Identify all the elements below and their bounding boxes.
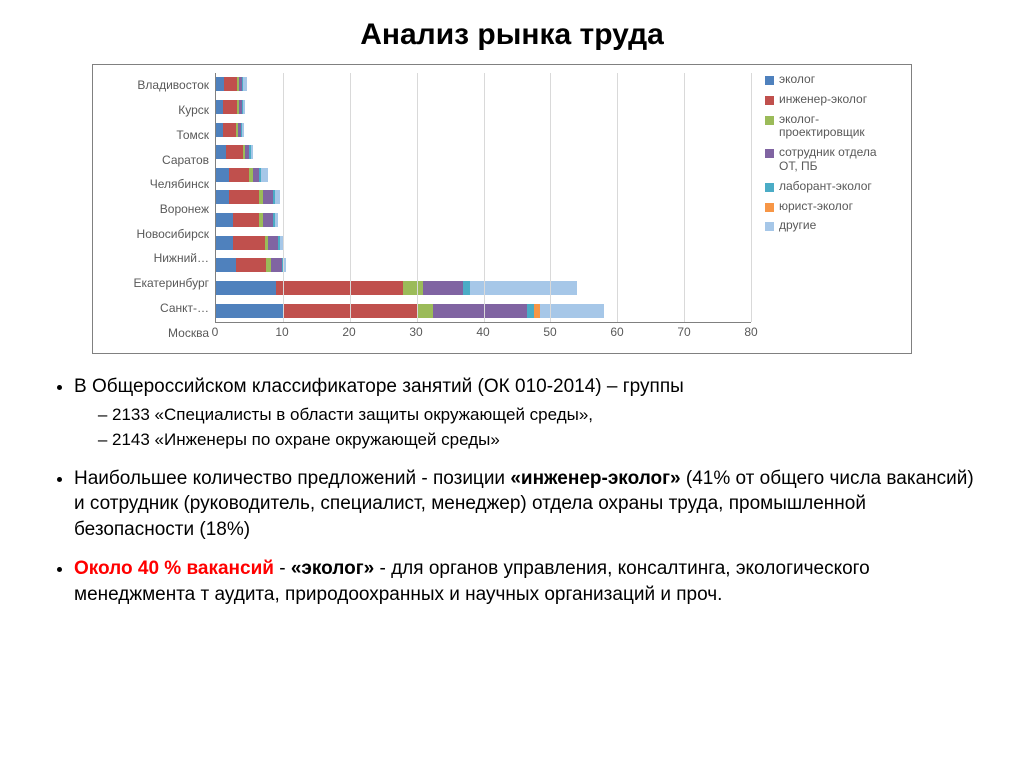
bullet-1: В Общероссийском классификаторе занятий …: [74, 374, 974, 452]
bar-segment: [229, 168, 249, 182]
x-tick-label: 60: [610, 325, 623, 339]
y-axis-labels: Владивосток Курск Томск Саратов Челябинск Вор…: [103, 73, 215, 345]
legend-item: другие: [765, 219, 901, 233]
y-tick-label: Нижний…: [103, 251, 209, 265]
bar-segment: [261, 168, 268, 182]
bar-segment: [233, 236, 265, 250]
legend-label: лаборант-эколог: [779, 180, 872, 194]
x-tick-label: 20: [342, 325, 355, 339]
bar-segment: [233, 213, 260, 227]
x-tick-label: 80: [744, 325, 757, 339]
plot-area: [215, 73, 751, 323]
legend-swatch: [765, 116, 774, 125]
y-tick-label: Санкт-…: [103, 301, 209, 315]
bar-segment: [216, 100, 223, 114]
legend-label: эколог: [779, 73, 815, 87]
bar-segment: [263, 213, 273, 227]
legend-label: юрист-эколог: [779, 200, 853, 214]
legend-item: эколог- проектировщик: [765, 113, 901, 141]
bar-segment: [527, 304, 534, 318]
legend-swatch: [765, 149, 774, 158]
bar-segment: [275, 190, 280, 204]
legend-swatch: [765, 183, 774, 192]
bar-segment: [243, 100, 245, 114]
x-tick-label: 50: [543, 325, 556, 339]
bar-segment: [216, 77, 224, 91]
x-tick-label: 30: [409, 325, 422, 339]
y-tick-label: Томск: [103, 128, 209, 142]
bar-segment: [216, 304, 283, 318]
bar-segment: [275, 213, 278, 227]
legend-label: эколог- проектировщик: [779, 113, 865, 141]
bar-segment: [276, 281, 403, 295]
legend-label: инженер-эколог: [779, 93, 867, 107]
bar-segment: [223, 123, 236, 137]
legend: эколог инженер-эколог эколог- проектировщи…: [751, 73, 901, 345]
text-content: В Общероссийском классификаторе занятий …: [50, 374, 974, 608]
bar-segment: [403, 281, 423, 295]
bar-segment: [216, 236, 233, 250]
bar-segment: [268, 236, 278, 250]
y-tick-label: Челябинск: [103, 177, 209, 191]
bar-segment: [223, 100, 237, 114]
y-tick-label: Саратов: [103, 153, 209, 167]
chart: Владивосток Курск Томск Саратов Челябинск Вор…: [92, 64, 912, 354]
bar-segment: [534, 304, 541, 318]
legend-swatch: [765, 76, 774, 85]
y-tick-label: Воронеж: [103, 202, 209, 216]
bar-segment: [242, 123, 244, 137]
bar-segment: [253, 168, 260, 182]
bar-segment: [216, 213, 233, 227]
bar-segment: [216, 123, 223, 137]
bar-segment: [236, 258, 266, 272]
legend-swatch: [765, 222, 774, 231]
x-tick-label: 10: [275, 325, 288, 339]
bullet-2: Наибольшее количество предложений - пози…: [74, 466, 974, 543]
legend-label: сотрудник отдела ОТ, ПБ: [779, 146, 877, 174]
bar-segment: [216, 281, 276, 295]
x-tick-label: 70: [677, 325, 690, 339]
y-tick-label: Новосибирск: [103, 227, 209, 241]
legend-item: инженер-эколог: [765, 93, 901, 107]
y-tick-label: Москва: [103, 326, 209, 340]
bar-segment: [216, 258, 236, 272]
legend-item: сотрудник отдела ОТ, ПБ: [765, 146, 901, 174]
bar-segment: [216, 190, 229, 204]
bar-segment: [226, 145, 243, 159]
bar-segment: [251, 145, 253, 159]
bullet-1-sub-1: 2133 «Специалисты в области защиты окруж…: [112, 404, 974, 427]
x-tick-label: 0: [212, 325, 219, 339]
legend-swatch: [765, 203, 774, 212]
x-tick-label: 40: [476, 325, 489, 339]
bar-segment: [229, 190, 259, 204]
y-tick-label: Екатеринбург: [103, 276, 209, 290]
bar-segment: [433, 304, 527, 318]
legend-swatch: [765, 96, 774, 105]
y-tick-label: Курск: [103, 103, 209, 117]
legend-item: лаборант-эколог: [765, 180, 901, 194]
x-axis-labels: 01020304050607080: [215, 325, 751, 345]
bullet-1-sub-2: 2143 «Инженеры по охране окружающей сред…: [112, 429, 974, 452]
bar-segment: [271, 258, 282, 272]
bar-segment: [243, 77, 247, 91]
page-title: Анализ рынка труда: [50, 18, 974, 52]
bar-segment: [216, 145, 226, 159]
bullet-3: Около 40 % вакансий - «эколог» - для орг…: [74, 556, 974, 607]
legend-label: другие: [779, 219, 816, 233]
y-tick-label: Владивосток: [103, 78, 209, 92]
bar-segment: [216, 168, 229, 182]
bar-segment: [417, 304, 434, 318]
bar-segment: [263, 190, 273, 204]
bar-segment: [463, 281, 470, 295]
bar-segment: [470, 281, 577, 295]
bar-segment: [224, 77, 237, 91]
legend-item: юрист-эколог: [765, 200, 901, 214]
legend-item: эколог: [765, 73, 901, 87]
bar-segment: [423, 281, 463, 295]
